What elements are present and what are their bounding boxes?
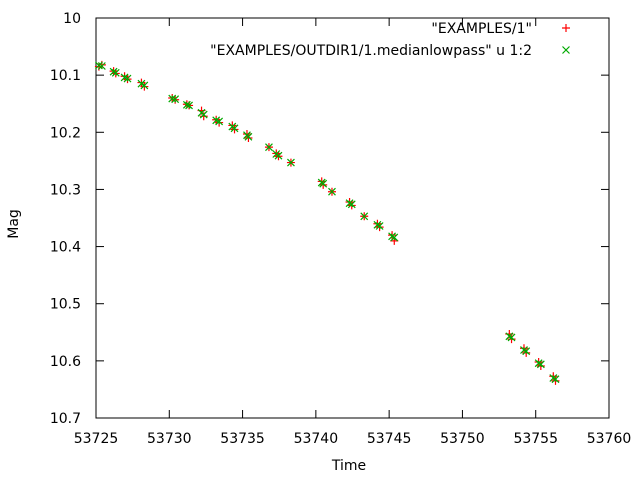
series-0 (94, 60, 560, 385)
data-point-x (534, 359, 543, 368)
series-1 (95, 61, 560, 384)
y-tick-label: 10.6 (50, 354, 81, 370)
data-point-x (507, 333, 516, 342)
data-point-x (549, 374, 558, 382)
data-point-x (328, 187, 336, 196)
plot-frame (95, 17, 610, 419)
y-tick-label: 10.1 (50, 68, 81, 84)
data-point-x (265, 143, 273, 152)
data-point-x (244, 132, 253, 141)
x-tick-label: 53725 (74, 431, 119, 447)
data-point-x (140, 81, 149, 90)
legend-marker-x (562, 46, 570, 54)
y-tick-label: 10 (63, 11, 81, 27)
data-point-x (505, 332, 514, 341)
data-point-x (215, 117, 224, 126)
data-point-x (97, 62, 106, 70)
y-axis-title: Mag (6, 209, 22, 239)
data-point-x (182, 100, 191, 109)
y-tick-label: 10.5 (50, 297, 81, 313)
data-series (94, 60, 560, 385)
data-point-x (536, 360, 545, 369)
data-point-x (347, 200, 356, 209)
data-point-x (373, 220, 382, 229)
data-point-x (111, 68, 120, 77)
data-point-x (319, 179, 328, 188)
data-point-x (199, 110, 208, 119)
data-point-x (168, 94, 177, 103)
data-point-x (390, 233, 399, 242)
x-axis-title: Time (331, 458, 366, 474)
x-tick-label: 53745 (367, 431, 412, 447)
data-point-plus (242, 130, 251, 138)
data-point-x (375, 222, 384, 230)
data-point-x (287, 158, 295, 167)
data-point-x (360, 212, 369, 221)
x-axis: 53725 53730 53735 53740 53745 53750 53755 53760 (74, 18, 632, 447)
data-point-plus (199, 112, 208, 121)
y-tick-label: 10.3 (50, 182, 81, 198)
y-tick-label: 10.2 (50, 125, 81, 141)
data-point-x (95, 61, 103, 70)
data-point-x (123, 74, 132, 83)
data-point-x (520, 346, 528, 354)
x-tick-label: 53735 (220, 431, 265, 447)
data-point-x (274, 151, 283, 160)
data-point-x (345, 199, 354, 208)
x-tick-label: 53750 (440, 431, 485, 447)
data-point-x (109, 67, 118, 76)
data-point-x (551, 375, 560, 384)
data-point-x (388, 232, 396, 241)
legend-label-medianlowpass: "EXAMPLES/OUTDIR1/1.medianlowpass" u 1:2 (210, 43, 532, 59)
data-point-x (171, 95, 180, 104)
legend-marker-plus (562, 24, 570, 32)
x-tick-label: 53760 (587, 431, 632, 447)
x-tick-label: 53730 (147, 431, 192, 447)
x-tick-label: 53740 (294, 431, 339, 447)
y-tick-label: 10.4 (50, 240, 81, 256)
legend-label-examples-1: "EXAMPLES/1" (431, 21, 532, 37)
legend: "EXAMPLES/1" "EXAMPLES/OUTDIR1/1.medianl… (210, 21, 570, 59)
y-axis: 10 10.1 10.2 10.3 10.4 10.5 10.6 10.7 (50, 11, 609, 427)
data-point-plus (244, 134, 253, 142)
x-tick-label: 53755 (513, 431, 558, 447)
data-point-x (230, 124, 239, 133)
data-point-x (522, 347, 531, 356)
y-tick-label: 10.7 (50, 411, 81, 427)
data-point-x (185, 101, 193, 110)
